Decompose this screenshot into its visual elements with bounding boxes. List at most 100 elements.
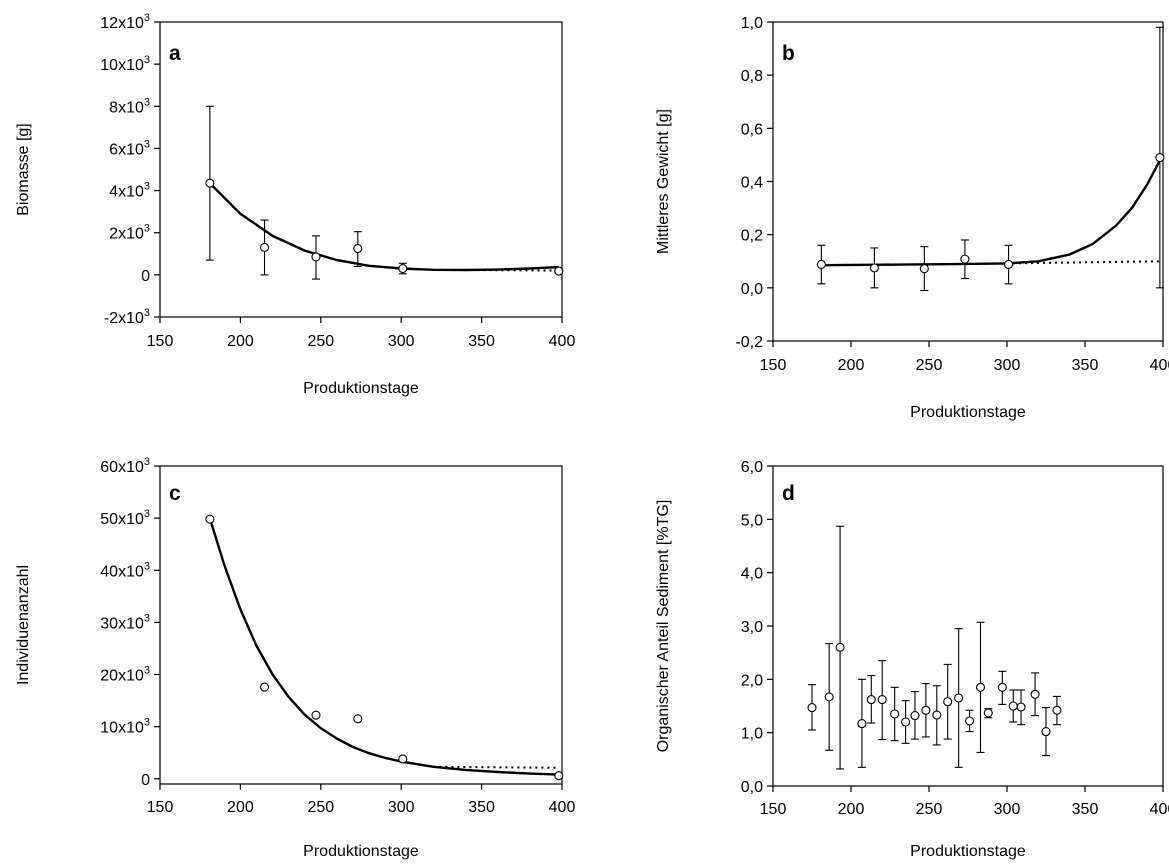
data-point <box>353 243 363 254</box>
data-point <box>960 254 970 264</box>
y-tick-label: -2x103 <box>104 307 150 327</box>
y-axis-label: Biomasse [g] <box>15 123 32 215</box>
y-tick-label: 12x103 <box>100 12 150 32</box>
panel-letter: b <box>782 42 795 65</box>
x-tick-label: 150 <box>760 801 787 818</box>
x-tick-label: 150 <box>147 333 174 350</box>
data-point <box>205 178 215 188</box>
data-point <box>997 682 1007 692</box>
y-tick-label: 60x103 <box>100 456 150 476</box>
y-tick-label: 1,0 <box>741 15 763 32</box>
y-tick-label: 4,0 <box>741 566 763 583</box>
x-axis-label: Produktionstage <box>910 843 1026 860</box>
y-tick-label: 0,4 <box>741 175 763 192</box>
data-point <box>975 682 986 692</box>
data-point <box>1008 701 1018 711</box>
data-point <box>835 642 845 652</box>
y-tick-label: 0,0 <box>741 779 763 796</box>
x-axis-label: Produktionstage <box>303 380 419 397</box>
y-tick-label: 4x103 <box>109 181 150 201</box>
fit-curve <box>208 182 559 272</box>
x-tick-label: 350 <box>468 799 495 816</box>
plot-frame <box>159 465 563 785</box>
data-point <box>954 693 964 703</box>
panel-c: c 150 200 250 300 350 400 0 10x103 20x103 30x103 40… <box>15 456 575 860</box>
y-tick-label: 0,0 <box>741 281 763 298</box>
y-tick-label: 0 <box>141 268 150 285</box>
x-tick-label: 200 <box>838 357 865 374</box>
data-point <box>554 266 564 276</box>
data-point <box>205 514 215 524</box>
x-tick-label: 150 <box>760 357 787 374</box>
data-point <box>919 264 929 274</box>
data-point <box>921 705 931 715</box>
x-tick-label: 250 <box>307 799 334 816</box>
panel-d: d 150 200 250 300 350 400 0,0 1,0 2,0 3,0 4,0 5,0 6,0… <box>655 459 1169 860</box>
x-tick-label: 300 <box>994 357 1021 374</box>
panel-a: a 150 200 250 300 350 400 -2x103 0 2x103 4x103 6x10… <box>15 12 575 397</box>
data-point <box>816 259 826 269</box>
data-point <box>965 716 975 726</box>
y-tick-label: 20x103 <box>100 665 150 685</box>
x-tick-label: 300 <box>388 333 415 350</box>
fit-curve-dotted <box>1006 260 1160 265</box>
data-point <box>890 709 900 719</box>
y-tick-label: 6,0 <box>741 459 763 476</box>
x-tick-label: 300 <box>994 801 1021 818</box>
x-tick-label: 400 <box>549 799 576 816</box>
data-point <box>554 771 564 781</box>
data-point <box>311 710 321 720</box>
plot-frame <box>772 465 1164 787</box>
x-tick-label: 400 <box>1150 801 1169 818</box>
fit-curve <box>208 517 559 776</box>
y-tick-label: 30x103 <box>100 612 150 632</box>
y-tick-label: 0,8 <box>741 68 763 85</box>
x-tick-label: 200 <box>227 333 254 350</box>
panel-letter: d <box>782 482 795 505</box>
x-tick-label: 400 <box>1150 357 1169 374</box>
data-point <box>943 697 953 707</box>
x-tick-label: 200 <box>838 801 865 818</box>
data-point <box>1016 702 1026 712</box>
y-axis-label: Organischer Anteil Sediment [%TG] <box>655 500 672 753</box>
plot-frame <box>159 21 563 318</box>
data-point <box>877 695 887 705</box>
y-tick-label: 8x103 <box>109 96 150 116</box>
panel-letter: a <box>169 42 181 65</box>
data-point <box>910 711 920 721</box>
y-tick-label: -0,2 <box>735 334 763 351</box>
x-tick-label: 200 <box>227 799 254 816</box>
panel-letter: c <box>169 482 181 505</box>
data-point <box>1004 259 1014 269</box>
data-point <box>1155 153 1165 163</box>
x-axis-label: Produktionstage <box>303 843 419 860</box>
y-tick-label: 1,0 <box>741 726 763 743</box>
fit-curve <box>821 159 1161 267</box>
y-tick-label: 2,0 <box>741 672 763 689</box>
x-tick-label: 300 <box>388 799 415 816</box>
y-axis-label: Mittleres Gewicht [g] <box>655 109 672 254</box>
y-tick-label: 10x103 <box>100 717 150 737</box>
x-tick-label: 250 <box>307 333 334 350</box>
data-point <box>1030 689 1040 699</box>
data-point <box>866 695 876 705</box>
y-tick-label: 5,0 <box>741 512 763 529</box>
data-point <box>857 719 867 729</box>
data-point <box>983 708 993 718</box>
x-tick-label: 350 <box>468 333 495 350</box>
y-tick-label: 0 <box>141 772 150 789</box>
data-point <box>398 263 408 274</box>
y-tick-label: 3,0 <box>741 619 763 636</box>
data-point <box>869 263 879 273</box>
data-point <box>259 682 270 692</box>
data-point <box>824 692 834 702</box>
data-point <box>932 710 942 720</box>
x-tick-label: 350 <box>1072 357 1099 374</box>
y-tick-label: 0,2 <box>741 228 763 245</box>
y-tick-label: 10x103 <box>100 54 150 74</box>
x-tick-label: 400 <box>549 333 576 350</box>
data-point <box>901 717 911 727</box>
y-tick-label: 40x103 <box>100 560 150 580</box>
y-tick-label: 0,6 <box>741 121 763 138</box>
